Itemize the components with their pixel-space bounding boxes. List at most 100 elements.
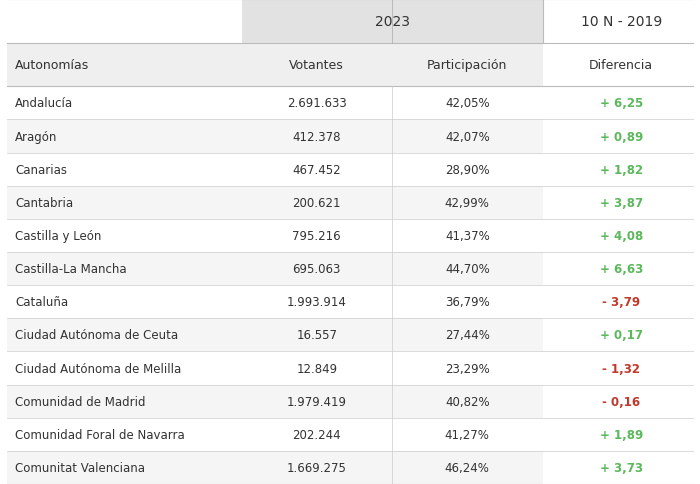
Text: 795.216: 795.216 xyxy=(293,229,341,242)
FancyBboxPatch shape xyxy=(7,87,241,120)
Text: 1.669.275: 1.669.275 xyxy=(287,461,346,474)
FancyBboxPatch shape xyxy=(542,451,700,484)
Text: 1.993.914: 1.993.914 xyxy=(287,296,346,309)
FancyBboxPatch shape xyxy=(241,318,392,352)
FancyBboxPatch shape xyxy=(542,418,700,451)
FancyBboxPatch shape xyxy=(241,219,392,253)
Text: Ciudad Autónoma de Ceuta: Ciudad Autónoma de Ceuta xyxy=(15,329,179,342)
FancyBboxPatch shape xyxy=(392,385,542,418)
FancyBboxPatch shape xyxy=(241,352,392,385)
FancyBboxPatch shape xyxy=(241,451,392,484)
Text: - 0,16: - 0,16 xyxy=(602,395,640,408)
FancyBboxPatch shape xyxy=(7,219,241,253)
FancyBboxPatch shape xyxy=(542,44,700,87)
Text: + 6,25: + 6,25 xyxy=(600,97,643,110)
Text: 2.691.633: 2.691.633 xyxy=(287,97,346,110)
FancyBboxPatch shape xyxy=(241,0,542,44)
Text: Cataluña: Cataluña xyxy=(15,296,69,309)
Text: Votantes: Votantes xyxy=(289,59,344,72)
Text: 42,99%: 42,99% xyxy=(444,197,490,210)
FancyBboxPatch shape xyxy=(7,318,241,352)
FancyBboxPatch shape xyxy=(392,153,542,186)
Text: Autonomías: Autonomías xyxy=(15,59,90,72)
FancyBboxPatch shape xyxy=(542,186,700,219)
Text: 200.621: 200.621 xyxy=(293,197,341,210)
FancyBboxPatch shape xyxy=(392,120,542,153)
Text: + 0,89: + 0,89 xyxy=(600,130,643,143)
FancyBboxPatch shape xyxy=(241,186,392,219)
Text: + 1,82: + 1,82 xyxy=(600,163,643,176)
FancyBboxPatch shape xyxy=(241,153,392,186)
FancyBboxPatch shape xyxy=(392,44,542,87)
FancyBboxPatch shape xyxy=(7,286,241,318)
Text: Cantabria: Cantabria xyxy=(15,197,74,210)
Text: Participación: Participación xyxy=(427,59,508,72)
Text: Aragón: Aragón xyxy=(15,130,58,143)
Text: + 1,89: + 1,89 xyxy=(600,428,643,441)
FancyBboxPatch shape xyxy=(542,318,700,352)
FancyBboxPatch shape xyxy=(542,219,700,253)
FancyBboxPatch shape xyxy=(7,186,241,219)
FancyBboxPatch shape xyxy=(241,286,392,318)
FancyBboxPatch shape xyxy=(241,120,392,153)
Text: 412.378: 412.378 xyxy=(293,130,341,143)
Text: Castilla-La Mancha: Castilla-La Mancha xyxy=(15,262,127,275)
FancyBboxPatch shape xyxy=(7,153,241,186)
Text: 42,07%: 42,07% xyxy=(445,130,489,143)
Text: + 3,73: + 3,73 xyxy=(600,461,643,474)
FancyBboxPatch shape xyxy=(241,87,392,120)
FancyBboxPatch shape xyxy=(241,418,392,451)
Text: Comunitat Valenciana: Comunitat Valenciana xyxy=(15,461,146,474)
Text: - 3,79: - 3,79 xyxy=(602,296,640,309)
FancyBboxPatch shape xyxy=(542,0,700,44)
FancyBboxPatch shape xyxy=(7,352,241,385)
Text: 41,27%: 41,27% xyxy=(444,428,490,441)
Text: 2023: 2023 xyxy=(374,15,409,29)
FancyBboxPatch shape xyxy=(542,385,700,418)
Text: + 4,08: + 4,08 xyxy=(600,229,643,242)
FancyBboxPatch shape xyxy=(392,219,542,253)
Text: + 6,63: + 6,63 xyxy=(600,262,643,275)
Text: 28,90%: 28,90% xyxy=(445,163,489,176)
FancyBboxPatch shape xyxy=(542,153,700,186)
FancyBboxPatch shape xyxy=(7,451,241,484)
FancyBboxPatch shape xyxy=(392,451,542,484)
FancyBboxPatch shape xyxy=(7,0,241,44)
FancyBboxPatch shape xyxy=(392,186,542,219)
FancyBboxPatch shape xyxy=(7,44,241,87)
FancyBboxPatch shape xyxy=(542,87,700,120)
Text: 1.979.419: 1.979.419 xyxy=(287,395,346,408)
FancyBboxPatch shape xyxy=(392,352,542,385)
Text: + 3,87: + 3,87 xyxy=(600,197,643,210)
Text: 467.452: 467.452 xyxy=(293,163,341,176)
Text: 41,37%: 41,37% xyxy=(445,229,489,242)
Text: Comunidad Foral de Navarra: Comunidad Foral de Navarra xyxy=(15,428,185,441)
Text: Canarias: Canarias xyxy=(15,163,67,176)
FancyBboxPatch shape xyxy=(542,253,700,286)
Text: Comunidad de Madrid: Comunidad de Madrid xyxy=(15,395,146,408)
Text: 10 N - 2019: 10 N - 2019 xyxy=(580,15,662,29)
Text: 202.244: 202.244 xyxy=(293,428,341,441)
FancyBboxPatch shape xyxy=(392,87,542,120)
Text: Castilla y León: Castilla y León xyxy=(15,229,102,242)
FancyBboxPatch shape xyxy=(241,253,392,286)
Text: 27,44%: 27,44% xyxy=(444,329,490,342)
Text: 16.557: 16.557 xyxy=(296,329,337,342)
FancyBboxPatch shape xyxy=(241,44,392,87)
Text: 40,82%: 40,82% xyxy=(445,395,489,408)
FancyBboxPatch shape xyxy=(7,120,241,153)
FancyBboxPatch shape xyxy=(542,352,700,385)
Text: 12.849: 12.849 xyxy=(296,362,337,375)
FancyBboxPatch shape xyxy=(241,385,392,418)
FancyBboxPatch shape xyxy=(542,120,700,153)
FancyBboxPatch shape xyxy=(392,318,542,352)
Text: 36,79%: 36,79% xyxy=(445,296,489,309)
Text: Andalucía: Andalucía xyxy=(15,97,74,110)
Text: 46,24%: 46,24% xyxy=(444,461,490,474)
Text: 42,05%: 42,05% xyxy=(445,97,489,110)
FancyBboxPatch shape xyxy=(392,418,542,451)
FancyBboxPatch shape xyxy=(7,385,241,418)
Text: Ciudad Autónoma de Melilla: Ciudad Autónoma de Melilla xyxy=(15,362,182,375)
Text: 695.063: 695.063 xyxy=(293,262,341,275)
FancyBboxPatch shape xyxy=(542,286,700,318)
